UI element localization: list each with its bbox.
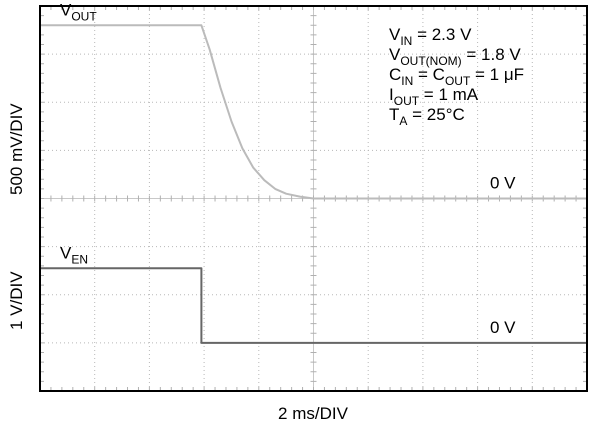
x-axis-label: 2 ms/DIV	[278, 404, 349, 423]
ven-scale-label: 1 V/DIV	[7, 271, 26, 330]
vout-trace-label: VOUT	[60, 0, 97, 23]
plot-frame	[39, 5, 588, 392]
annotation-vout-nom: VOUT(NOM) = 1.8 V	[389, 45, 521, 68]
vout-trace	[40, 24, 587, 200]
annotation-ta: TA = 25°C	[389, 105, 465, 128]
traces	[40, 24, 587, 344]
ven-trace-label: VEN	[60, 243, 88, 266]
annotation-vin: VIN = 2.3 V	[389, 25, 472, 48]
vout-zero-label: 0 V	[490, 174, 516, 193]
ven-zero-label: 0 V	[490, 318, 516, 337]
conditions-annotation: VIN = 2.3 V VOUT(NOM) = 1.8 V CIN = COUT…	[389, 25, 524, 128]
annotation-iout: IOUT = 1 mA	[389, 85, 479, 108]
vout-scale-label: 500 mV/DIV	[7, 103, 26, 195]
annotation-caps: CIN = COUT = 1 μF	[389, 65, 524, 88]
ven-trace	[40, 267, 587, 344]
